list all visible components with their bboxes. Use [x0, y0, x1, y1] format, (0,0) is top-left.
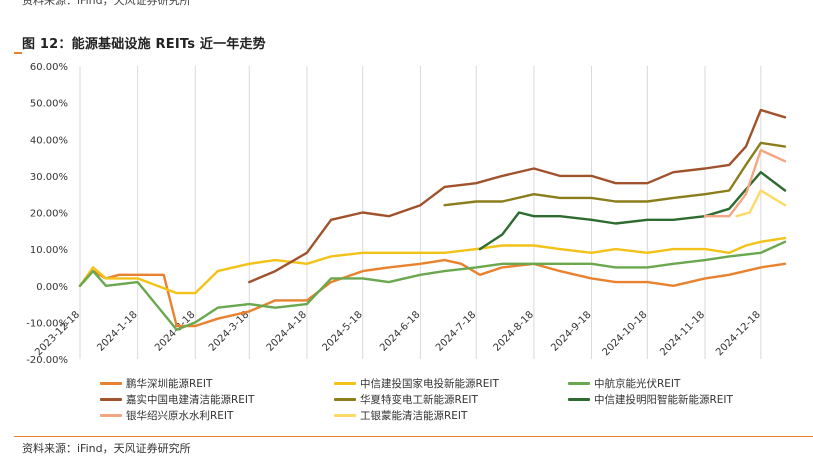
- legend-item: 嘉实中国电建清洁能源REIT: [100, 392, 254, 407]
- line-chart: -20.00% -10.00% 0.00% 10.00% 20.00% 30.00% 40.…: [26, 62, 787, 366]
- legend-swatch: [568, 382, 590, 385]
- legend-item: 中航京能光伏REIT: [568, 376, 680, 391]
- series-line: [735, 189, 787, 218]
- y-tick-label: 30.00%: [30, 172, 68, 183]
- x-tick-label: 2024-5-18: [320, 309, 364, 353]
- x-tick-label: 2024-4-18: [265, 309, 309, 353]
- legend-label: 工银蒙能清洁能源REIT: [360, 410, 468, 422]
- y-tick-label: 40.00%: [30, 135, 68, 146]
- legend-item: 中信建投明阳智能新能源REIT: [568, 392, 733, 407]
- series-line: [248, 108, 787, 284]
- x-tick-label: 2024-10-18: [601, 309, 650, 358]
- x-tick-label: 2023-12-18: [33, 309, 82, 358]
- legend-label: 中信建投明阳智能新能源REIT: [594, 394, 733, 406]
- y-tick-label: 0.00%: [36, 282, 68, 293]
- legend-label: 嘉实中国电建清洁能源REIT: [126, 394, 255, 406]
- x-tick-label: 2024-6-18: [378, 309, 422, 353]
- y-tick-label: -20.00%: [26, 355, 68, 366]
- legend-label: 中航京能光伏REIT: [594, 378, 681, 390]
- legend-item: 工银蒙能清洁能源REIT: [334, 408, 467, 423]
- x-tick-label: 2024-7-18: [434, 309, 478, 353]
- footer-divider: [14, 436, 813, 437]
- y-tick-label: 50.00%: [30, 99, 68, 110]
- x-tick-label: 2024-9-18: [549, 309, 593, 353]
- legend-item: 银华绍兴原水水利REIT: [100, 408, 233, 423]
- legend-label: 华夏特变电工新能源REIT: [360, 394, 478, 406]
- x-tick-label: 2024-1-18: [95, 309, 139, 353]
- legend-swatch: [334, 398, 356, 401]
- legend-item: 中信建投国家电投新能源REIT: [334, 376, 499, 391]
- legend-swatch: [100, 382, 122, 385]
- footer-source-note: 资料来源：iFind，天风证券研究所: [22, 442, 191, 455]
- series-line: [443, 141, 787, 207]
- series-line: [78, 258, 787, 328]
- legend-item: 鹏华深圳能源REIT: [100, 376, 212, 391]
- x-tick-label: 2024-8-18: [492, 309, 536, 353]
- legend-swatch: [334, 382, 356, 385]
- series-line: [78, 236, 787, 295]
- legend-swatch: [100, 414, 122, 417]
- series-line: [703, 149, 787, 218]
- legend-item: 华夏特变电工新能源REIT: [334, 392, 478, 407]
- x-tick-label: 2024-12-18: [714, 309, 763, 358]
- x-tick-label: 2024-11-18: [658, 309, 707, 358]
- top-source-note: 资料来源：iFind，天风证券研究所: [22, 0, 191, 7]
- y-tick-label: -10.00%: [26, 318, 68, 329]
- title-accent-mark: [14, 52, 22, 54]
- y-tick-label: 10.00%: [30, 245, 68, 256]
- legend-swatch: [568, 398, 590, 401]
- series-line: [478, 171, 787, 251]
- chart-title: 图 12：能源基础设施 REITs 近一年走势: [22, 37, 266, 52]
- y-tick-label: 60.00%: [30, 62, 68, 73]
- chart-title-row: 图 12：能源基础设施 REITs 近一年走势: [22, 33, 266, 52]
- legend-label: 中信建投国家电投新能源REIT: [360, 378, 499, 390]
- series-line: [78, 240, 787, 331]
- legend-swatch: [334, 414, 356, 417]
- chart-legend: 鹏华深圳能源REIT 中信建投国家电投新能源REIT 中航京能光伏REIT 嘉实中国电…: [100, 376, 790, 426]
- y-tick-label: 20.00%: [30, 209, 68, 220]
- legend-swatch: [100, 398, 122, 401]
- legend-label: 鹏华深圳能源REIT: [126, 378, 213, 390]
- legend-label: 银华绍兴原水水利REIT: [126, 410, 234, 422]
